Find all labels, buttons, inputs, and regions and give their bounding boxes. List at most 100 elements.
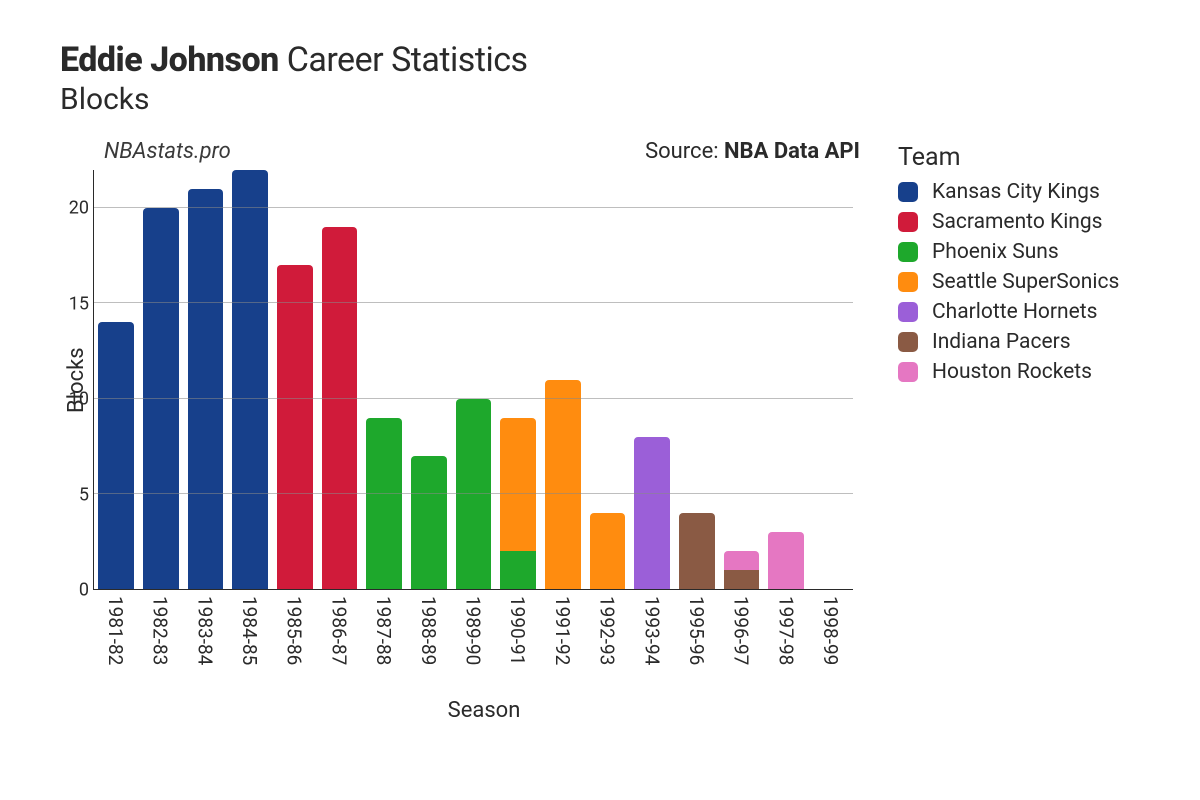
- x-tick-label: 1983-84: [193, 596, 216, 665]
- plot-area: [93, 170, 853, 590]
- x-tick-label: 1986-87: [327, 596, 350, 665]
- x-tick-label: 1985-86: [283, 596, 306, 665]
- y-tick-label: 0: [49, 580, 89, 601]
- bar-slot: [228, 170, 273, 589]
- x-tick-label: 1998-99: [819, 596, 842, 665]
- chart-column: NBAstats.pro Source: NBA Data API Blocks…: [60, 139, 864, 723]
- bar-segment: [634, 437, 670, 589]
- plot-frame: 05101520 1981-821982-831983-841984-85198…: [93, 170, 853, 590]
- legend-swatch: [898, 212, 918, 232]
- legend-swatch: [898, 302, 918, 322]
- legend-label: Phoenix Suns: [932, 240, 1059, 264]
- x-tick-label: 1997-98: [774, 596, 797, 665]
- legend-label: Houston Rockets: [932, 360, 1092, 384]
- grid-line: [94, 493, 853, 494]
- bar-segment: [679, 513, 715, 589]
- x-tick-label: 1996-97: [730, 596, 753, 665]
- legend-title: Team: [898, 143, 1119, 172]
- legend-item: Phoenix Suns: [898, 240, 1119, 264]
- bar-segment: [724, 551, 760, 570]
- legend-label: Sacramento Kings: [932, 210, 1103, 234]
- legend-item: Charlotte Hornets: [898, 300, 1119, 324]
- legend-items: Kansas City Kings Sacramento Kings Phoenix…: [898, 180, 1119, 384]
- x-tick-label: 1995-96: [685, 596, 708, 665]
- legend-swatch: [898, 242, 918, 262]
- bar-segment: [500, 418, 536, 551]
- y-tick-label: 15: [49, 293, 89, 314]
- x-axis-label: Season: [60, 698, 864, 723]
- grid-line: [94, 302, 853, 303]
- bar-slot: [585, 170, 630, 589]
- chart-title: Eddie Johnson Career Statistics: [60, 40, 1160, 80]
- bar-slot: [808, 170, 853, 589]
- bar-slot: [317, 170, 362, 589]
- x-tick-label: 1993-94: [640, 596, 663, 665]
- legend: Team Kansas City Kings Sacramento Kings Ph…: [898, 143, 1119, 390]
- legend-item: Houston Rockets: [898, 360, 1119, 384]
- y-tick-label: 10: [49, 389, 89, 410]
- grid-line: [94, 398, 853, 399]
- legend-item: Sacramento Kings: [898, 210, 1119, 234]
- bar-slot: [719, 170, 764, 589]
- legend-label: Indiana Pacers: [932, 330, 1071, 354]
- chart-title-rest: Career Statistics: [279, 40, 528, 80]
- bar-segment: [590, 513, 626, 589]
- bar-slot: [139, 170, 184, 589]
- legend-swatch: [898, 362, 918, 382]
- legend-label: Charlotte Hornets: [932, 300, 1097, 324]
- legend-label: Seattle SuperSonics: [932, 270, 1119, 294]
- chart-wrap: NBAstats.pro Source: NBA Data API Blocks…: [60, 139, 1160, 723]
- x-tick-label: 1989-90: [462, 596, 485, 665]
- bar-slot: [540, 170, 585, 589]
- bar-slot: [496, 170, 541, 589]
- bar-slot: [451, 170, 496, 589]
- bar-slot: [94, 170, 139, 589]
- bar-segment: [98, 322, 134, 589]
- source-name: NBA Data API: [724, 139, 860, 164]
- legend-item: Seattle SuperSonics: [898, 270, 1119, 294]
- x-tick-label: 1984-85: [238, 596, 261, 665]
- bar-slot: [407, 170, 452, 589]
- x-tick-label: 1990-91: [506, 596, 529, 665]
- x-tick-label: 1991-92: [551, 596, 574, 665]
- bar-segment: [232, 170, 268, 589]
- bar-slot: [273, 170, 318, 589]
- plot-row: Blocks 05101520 1981-821982-831983-84198…: [60, 170, 864, 590]
- x-tick-label: 1992-93: [596, 596, 619, 665]
- y-tick-label: 5: [49, 484, 89, 505]
- bar-slot: [183, 170, 228, 589]
- x-tick-label: 1987-88: [372, 596, 395, 665]
- legend-item: Kansas City Kings: [898, 180, 1119, 204]
- y-ticks: 05101520: [49, 170, 89, 590]
- legend-swatch: [898, 182, 918, 202]
- legend-label: Kansas City Kings: [932, 180, 1100, 204]
- bar-slot: [764, 170, 809, 589]
- legend-item: Indiana Pacers: [898, 330, 1119, 354]
- legend-swatch: [898, 272, 918, 292]
- bar-segment: [724, 570, 760, 589]
- bar-segment: [277, 265, 313, 589]
- page-root: Eddie Johnson Career Statistics Blocks N…: [0, 0, 1200, 743]
- bar-slot: [362, 170, 407, 589]
- above-plot-row: NBAstats.pro Source: NBA Data API: [60, 139, 864, 170]
- watermark-text: NBAstats.pro: [104, 139, 231, 164]
- legend-swatch: [898, 332, 918, 352]
- bar-segment: [366, 418, 402, 589]
- bar-segment: [188, 189, 224, 589]
- x-tick-label: 1981-82: [104, 596, 127, 665]
- grid-line: [94, 207, 853, 208]
- y-tick-label: 20: [49, 198, 89, 219]
- x-tick-label: 1982-83: [149, 596, 172, 665]
- bar-segment: [411, 456, 447, 589]
- source-prefix: Source:: [645, 139, 724, 164]
- chart-subtitle: Blocks: [60, 82, 1160, 117]
- bar-slot: [630, 170, 675, 589]
- bar-segment: [143, 208, 179, 589]
- bars-layer: [94, 170, 853, 589]
- bar-slot: [674, 170, 719, 589]
- bar-segment: [768, 532, 804, 589]
- bar-segment: [500, 551, 536, 589]
- bar-segment: [545, 380, 581, 590]
- x-tick-label: 1988-89: [417, 596, 440, 665]
- chart-title-bold: Eddie Johnson: [60, 40, 279, 80]
